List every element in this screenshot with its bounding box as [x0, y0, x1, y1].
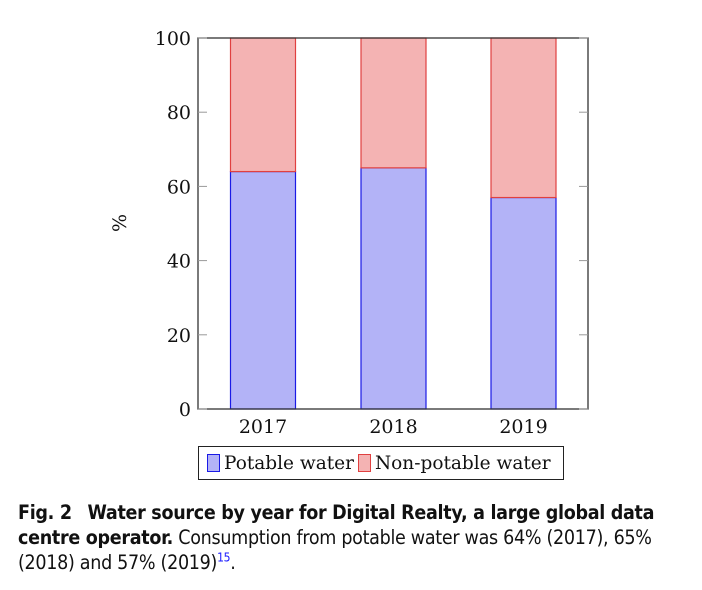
bar-potable-2019 [490, 196, 557, 410]
y-axis-label: % [109, 214, 131, 232]
bar-potable-2017 [229, 170, 297, 410]
y-tick-label: 40 [167, 251, 191, 273]
figure-caption: Fig. 2 Water source by year for Digital … [18, 501, 655, 574]
legend-label-non-potable: Non-potable water [374, 452, 551, 474]
y-tick-label: 0 [179, 399, 191, 421]
legend-label-potable: Potable water [224, 452, 354, 474]
reference-link[interactable]: 15 [217, 550, 231, 565]
bar-potable-2018 [360, 167, 427, 410]
plot-frame [197, 37, 589, 410]
legend-item-non-potable: Non-potable water [357, 452, 551, 474]
bar-non-potable-2017 [229, 37, 297, 173]
legend-item-potable: Potable water [207, 453, 354, 474]
x-tick-label: 2017 [239, 416, 287, 438]
caption-label: Fig. 2 [18, 501, 72, 524]
x-tick-label: 2018 [369, 416, 417, 438]
y-tick-label: 20 [167, 325, 191, 347]
y-tick-label: 100 [155, 28, 191, 50]
y-tick-label: 60 [167, 176, 191, 198]
legend-swatch-potable [207, 454, 220, 472]
legend: Potable water Non-potable water [198, 446, 564, 480]
bar-non-potable-2018 [360, 37, 427, 169]
legend-swatch-non-potable [357, 454, 371, 472]
y-tick-label: 80 [167, 102, 191, 124]
caption-text: Consumption from potable water was 64% (… [18, 526, 652, 574]
bar-non-potable-2019 [490, 37, 557, 199]
x-tick-label: 2019 [499, 416, 547, 438]
stacked-bar-chart: 0 20 40 60 80 100 2017 2018 2019 % [109, 28, 589, 438]
caption-title: Water source by year for Digital Realty,… [18, 501, 655, 549]
